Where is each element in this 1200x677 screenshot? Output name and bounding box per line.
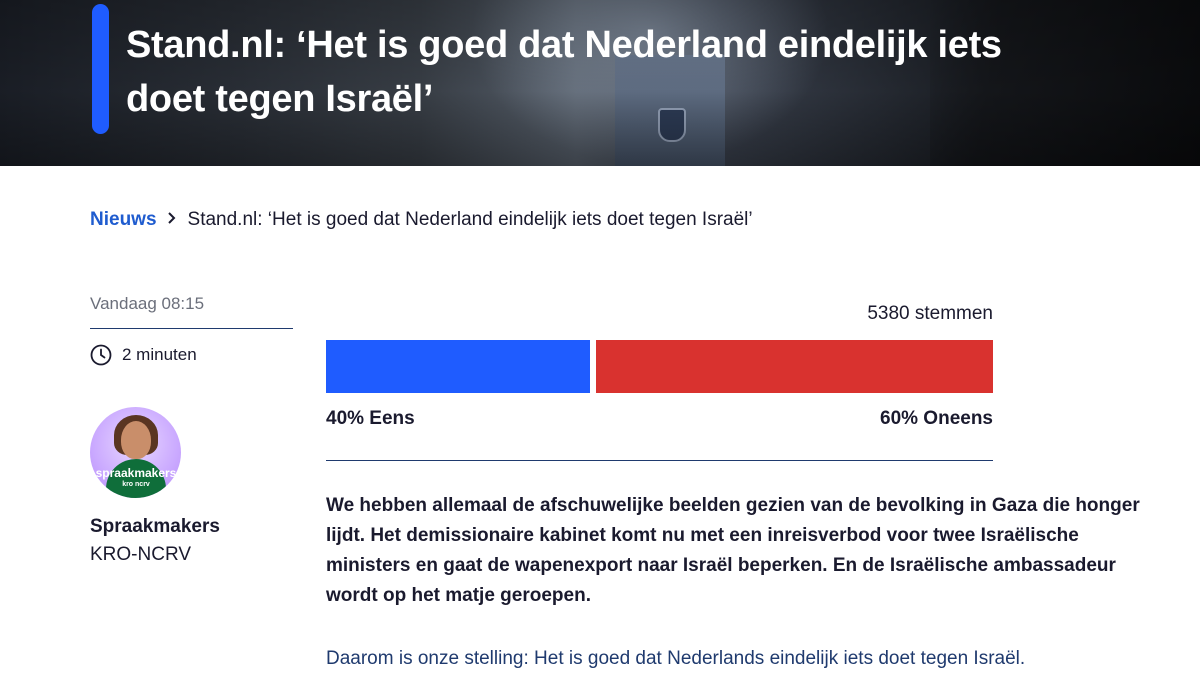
article-intro: We hebben allemaal de afschuwelijke beel… [326, 495, 1140, 606]
breadcrumb: Nieuws Stand.nl: ‘Het is goed dat Nederl… [90, 206, 753, 234]
author-avatar[interactable]: spraakmakers kro ncrv [90, 407, 181, 498]
article-statement: Daarom is onze stelling: Het is goed dat… [326, 648, 1026, 669]
poll-bar-disagree [596, 340, 993, 393]
read-time-label: 2 minuten [122, 345, 197, 364]
government-crest-icon [658, 108, 686, 142]
poll-divider [326, 460, 993, 461]
author-organization: KRO-NCRV [90, 544, 191, 565]
logo-text: spraakmakers [95, 466, 177, 480]
poll-vote-count: 5380 stemmen [867, 303, 993, 324]
spraakmakers-logo: spraakmakers kro ncrv [94, 467, 178, 489]
poll-label-agree: 40% Eens [326, 408, 415, 429]
hero-photo-person [930, 0, 1200, 166]
breadcrumb-link-nieuws[interactable]: Nieuws [90, 209, 157, 230]
avatar-face [121, 421, 151, 459]
poll-label-disagree: 60% Oneens [880, 408, 993, 429]
poll-result-bar [326, 340, 993, 393]
breadcrumb-current: Stand.nl: ‘Het is goed dat Nederland ein… [187, 209, 753, 230]
author-name[interactable]: Spraakmakers [90, 516, 220, 537]
article-title: Stand.nl: ‘Het is goed dat Nederland ein… [126, 24, 1002, 120]
hero-photo-overlay [0, 0, 1200, 166]
title-accent-bar [92, 4, 109, 134]
publish-date: Vandaag 08:15 [90, 294, 205, 313]
hero-banner: Stand.nl: ‘Het is goed dat Nederland ein… [0, 0, 1200, 166]
chevron-right-icon [167, 211, 177, 230]
read-time: 2 minuten [90, 344, 197, 366]
logo-subtext: kro ncrv [122, 481, 150, 488]
meta-divider [90, 328, 293, 329]
clock-icon [90, 344, 112, 366]
poll-bar-agree [326, 340, 590, 393]
